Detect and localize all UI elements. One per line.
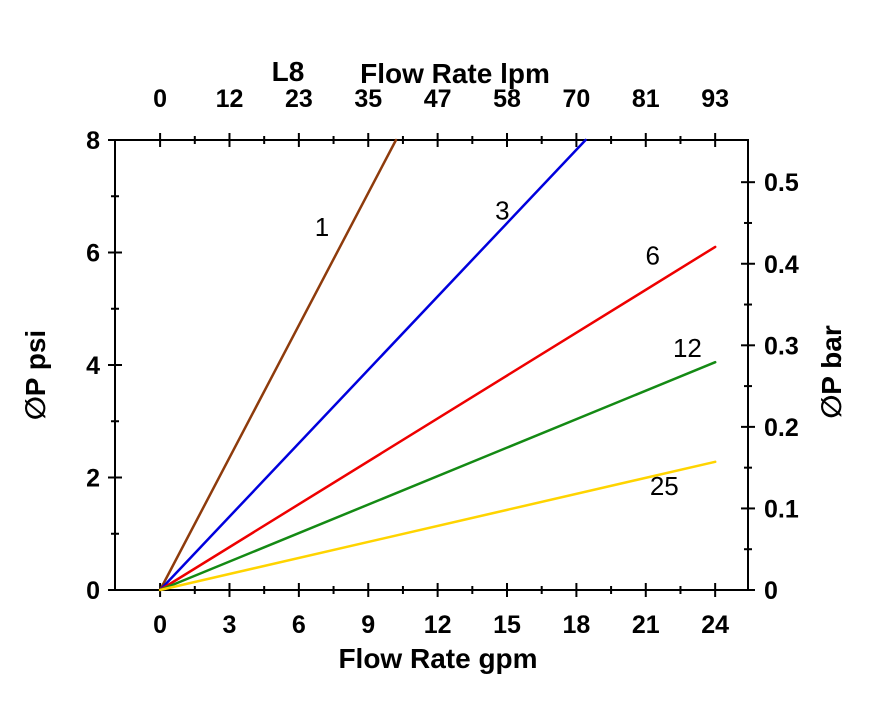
bottom-tick-label: 0	[153, 611, 167, 639]
right-tick-label: 0.4	[764, 251, 799, 279]
right-tick-label: 0.5	[764, 169, 799, 197]
series-label-3: 3	[495, 195, 509, 225]
bottom-tick-label: 18	[562, 611, 590, 639]
top-tick-label: 0	[153, 85, 167, 113]
top-axis-title: Flow Rate lpm	[360, 58, 550, 89]
bottom-tick-label: 24	[701, 611, 729, 639]
right-tick-label: 0.3	[764, 332, 799, 360]
bottom-tick-label: 9	[361, 611, 375, 639]
top-tick-label: 81	[632, 85, 660, 113]
top-tick-label: 58	[493, 85, 521, 113]
series-line-1	[158, 138, 398, 592]
right-axis-title: ∅P bar	[816, 325, 847, 419]
top-tick-label: 35	[354, 85, 382, 113]
right-tick-label: 0.1	[764, 495, 799, 523]
series-label-25: 25	[650, 471, 679, 501]
figure-title: L8	[272, 56, 305, 87]
top-tick-label: 23	[285, 85, 313, 113]
plot-border	[114, 139, 749, 591]
bottom-tick-label: 12	[424, 611, 452, 639]
series-line-6	[158, 245, 717, 592]
series-label-12: 12	[673, 333, 702, 363]
right-tick-label: 0	[764, 577, 778, 605]
left-tick-label: 0	[86, 577, 100, 605]
top-tick-label: 70	[562, 85, 590, 113]
top-tick-label: 93	[701, 85, 729, 113]
series-label-6: 6	[645, 240, 659, 270]
series-line-25	[158, 460, 717, 592]
top-tick-label: 12	[216, 85, 244, 113]
top-tick-label: 47	[424, 85, 452, 113]
series-line-12	[158, 360, 717, 592]
bottom-axis-title: Flow Rate gpm	[338, 643, 537, 674]
left-axis-title: ∅P psi	[20, 330, 51, 420]
bottom-tick-label: 3	[223, 611, 237, 639]
bottom-tick-label: 21	[632, 611, 660, 639]
right-tick-label: 0.2	[764, 414, 799, 442]
left-tick-label: 4	[86, 352, 100, 380]
left-tick-label: 8	[86, 127, 100, 155]
bottom-tick-label: 15	[493, 611, 521, 639]
left-tick-label: 6	[86, 240, 100, 268]
left-tick-label: 2	[86, 465, 100, 493]
series-line-3	[158, 138, 587, 592]
series-label-1: 1	[315, 212, 329, 242]
bottom-tick-label: 6	[292, 611, 306, 639]
